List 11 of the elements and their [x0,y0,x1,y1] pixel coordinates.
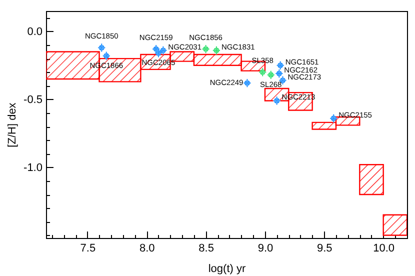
x-axis-title: log(t) yr [208,263,246,275]
x-tick-label: 10.0 [373,242,395,254]
x-tick-label: 8.0 [139,242,155,254]
x-tick-label: 8.5 [198,242,214,254]
y-axis-title: [Z/H] dex [6,102,19,148]
x-tick-label: 9.5 [317,242,332,254]
x-tick-label: 7.5 [80,242,96,254]
y-tick-label: -1.0 [24,162,42,174]
y-tick-label: 0.0 [27,26,42,38]
x-tick-label: 9.0 [258,242,274,254]
y-tick-label: -0.5 [24,94,42,106]
